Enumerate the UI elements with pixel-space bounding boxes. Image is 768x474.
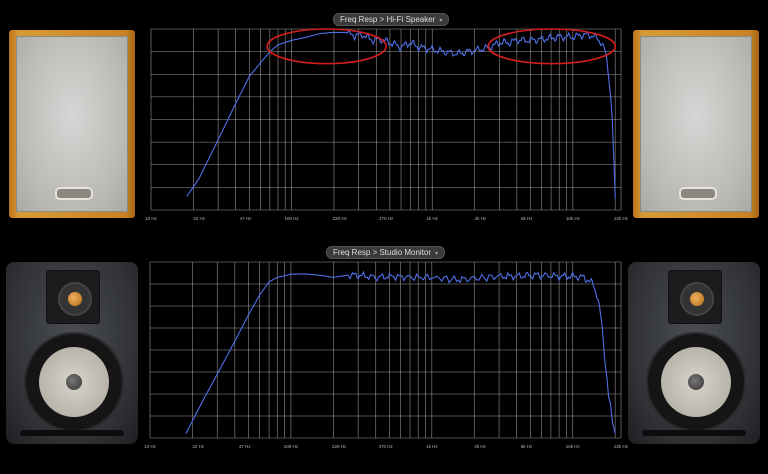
tweeter-dome bbox=[690, 292, 704, 306]
highlight-ellipse bbox=[266, 28, 387, 65]
x-tick-label: 2k Hz bbox=[475, 216, 487, 221]
x-tick-label: 5k Hz bbox=[521, 444, 533, 449]
highlight-ellipse bbox=[487, 28, 616, 65]
studio-monitor-left-image bbox=[6, 262, 138, 444]
x-tick-label: 22k Hz bbox=[614, 216, 629, 221]
x-tick-label: 22k Hz bbox=[614, 444, 629, 449]
speaker-grille bbox=[16, 36, 128, 212]
x-tick-label: 470 Hz bbox=[379, 216, 394, 221]
frequency-response-curve bbox=[185, 270, 616, 434]
x-tick-label: 1k Hz bbox=[426, 216, 438, 221]
x-tick-label: 100 Hz bbox=[284, 444, 299, 449]
x-tick-label: 1k Hz bbox=[426, 444, 438, 449]
x-tick-label: 10k Hz bbox=[566, 444, 581, 449]
studio-monitor-right-image bbox=[628, 262, 760, 444]
x-tick-label: 22 Hz bbox=[192, 444, 205, 449]
bass-port-slot bbox=[20, 430, 124, 436]
bass-port-slot bbox=[642, 430, 746, 436]
bass-port bbox=[679, 187, 717, 200]
panel-title: Freq Resp > Studio Monitor bbox=[333, 248, 432, 257]
x-tick-label: 470 Hz bbox=[378, 444, 393, 449]
x-tick-label: 220 Hz bbox=[333, 216, 348, 221]
bass-port bbox=[55, 187, 93, 200]
hifi-panel-title-dropdown[interactable]: Freq Resp > Hi-Fi Speaker ▾ bbox=[333, 13, 450, 26]
tweeter-plate bbox=[668, 270, 722, 324]
x-tick-label: 2k Hz bbox=[474, 444, 486, 449]
tweeter-dome bbox=[68, 292, 82, 306]
dust-cap bbox=[66, 374, 82, 390]
x-tick-label: 47 Hz bbox=[240, 216, 253, 221]
hifi-speaker-left-image bbox=[9, 30, 135, 218]
woofer-cone bbox=[39, 347, 109, 417]
chevron-down-icon: ▾ bbox=[439, 18, 443, 24]
x-tick-label: 10 Hz bbox=[145, 216, 158, 221]
x-tick-label: 10 Hz bbox=[144, 444, 157, 449]
tweeter-ring bbox=[58, 282, 92, 316]
chevron-down-icon: ▾ bbox=[435, 251, 439, 257]
dust-cap bbox=[688, 374, 704, 390]
x-tick-label: 10k Hz bbox=[566, 216, 581, 221]
tweeter-plate bbox=[46, 270, 100, 324]
hifi-speaker-right-image bbox=[633, 30, 759, 218]
frequency-response-curve bbox=[186, 28, 616, 199]
x-tick-label: 220 Hz bbox=[332, 444, 347, 449]
x-tick-label: 100 Hz bbox=[284, 216, 299, 221]
woofer bbox=[646, 332, 746, 432]
woofer-cone bbox=[661, 347, 731, 417]
studio-panel-title-dropdown[interactable]: Freq Resp > Studio Monitor ▾ bbox=[326, 246, 446, 259]
x-tick-label: 47 Hz bbox=[239, 444, 252, 449]
x-tick-label: 5k Hz bbox=[521, 216, 533, 221]
panel-title: Freq Resp > Hi-Fi Speaker bbox=[340, 15, 436, 24]
x-tick-label: 22 Hz bbox=[193, 216, 206, 221]
speaker-grille bbox=[640, 36, 752, 212]
tweeter-ring bbox=[680, 282, 714, 316]
